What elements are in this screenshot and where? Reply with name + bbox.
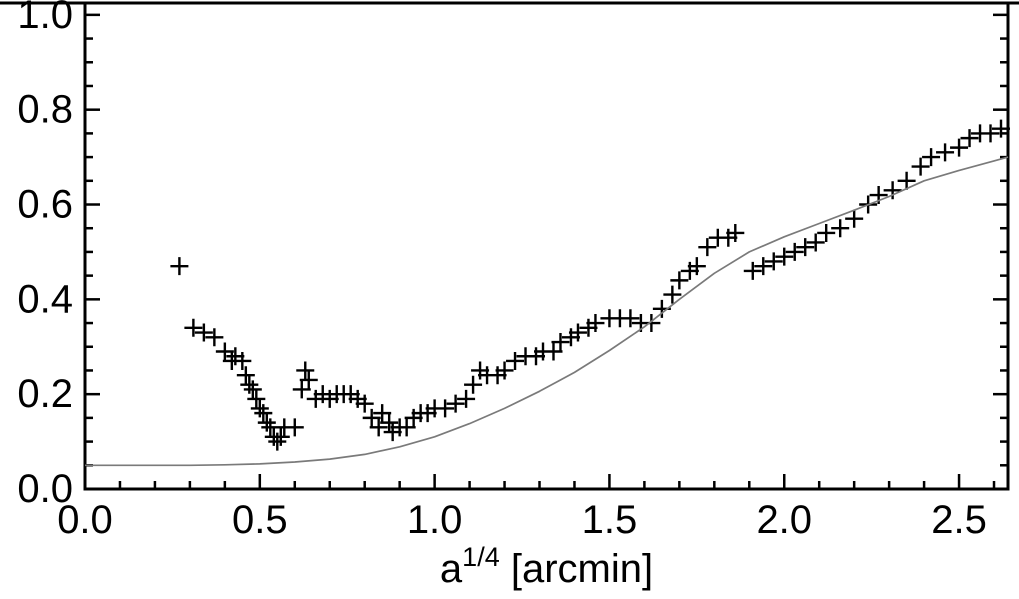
x-tick-label: 1.5 (582, 498, 638, 542)
y-tick-label: 0.2 (17, 372, 73, 416)
x-tick-label: 2.5 (931, 498, 987, 542)
model-curve (85, 156, 1009, 467)
y-tick-label: 0.8 (17, 88, 73, 132)
plot-frame (83, 1, 1010, 491)
y-tick-label: 0.4 (17, 277, 73, 321)
y-tick-label: 1.0 (17, 0, 73, 37)
x-tick-label: 0.5 (232, 498, 288, 542)
y-tick-label: 0.0 (17, 467, 73, 511)
axis-tick-labels: 0.0 0.5 1.0 1.5 2.0 2.5 0.0 0.2 0.4 0.6 0.8 1.0 (17, 0, 986, 542)
axis-ticks (83, 13, 1008, 491)
x-tick-label: 2.0 (756, 498, 812, 542)
x-tick-label: 1.0 (407, 498, 463, 542)
x-tick-label: 0.0 (57, 498, 113, 542)
y-tick-label: 0.6 (17, 183, 73, 227)
x-axis-title: a1/4 [arcmin] (440, 542, 653, 591)
measured-points (170, 119, 1011, 451)
